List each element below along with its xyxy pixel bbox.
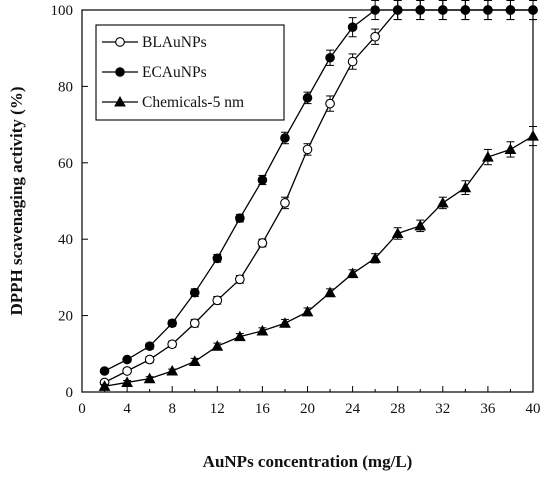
x-axis-title: AuNPs concentration (mg/L) bbox=[203, 452, 413, 471]
data-point bbox=[121, 376, 133, 388]
data-point bbox=[436, 196, 449, 208]
data-point bbox=[189, 318, 200, 329]
data-point bbox=[302, 93, 313, 103]
data-point bbox=[256, 324, 269, 336]
data-point bbox=[505, 5, 516, 15]
data-point bbox=[347, 56, 358, 67]
legend-item: BLAuNPs bbox=[102, 34, 207, 51]
data-point bbox=[188, 355, 201, 367]
data-point bbox=[257, 175, 268, 185]
legend-label: Chemicals-5 nm bbox=[142, 94, 244, 111]
series-ecaunps bbox=[99, 0, 538, 376]
legend-marker bbox=[115, 67, 125, 77]
series-layer bbox=[98, 0, 539, 391]
y-axis-ticks: 0 20 40 60 80 100 bbox=[51, 3, 88, 401]
data-point bbox=[166, 364, 179, 376]
data-point bbox=[167, 339, 178, 350]
data-point bbox=[235, 274, 245, 285]
data-point bbox=[414, 219, 427, 231]
x-tick-label: 8 bbox=[168, 401, 176, 417]
data-point bbox=[257, 238, 268, 248]
series-chemicals-5-nm bbox=[98, 126, 539, 391]
data-point bbox=[301, 305, 314, 317]
x-tick-label: 40 bbox=[526, 401, 541, 417]
data-point bbox=[212, 295, 223, 306]
x-tick-label: 32 bbox=[435, 401, 450, 417]
y-tick-label: 80 bbox=[58, 79, 73, 95]
data-point bbox=[325, 98, 335, 109]
data-point bbox=[369, 252, 382, 263]
data-point bbox=[392, 5, 403, 15]
data-point bbox=[279, 317, 291, 328]
data-point bbox=[438, 5, 448, 15]
data-point bbox=[280, 133, 290, 143]
data-point bbox=[391, 227, 404, 239]
data-point bbox=[144, 354, 155, 365]
data-point bbox=[189, 287, 200, 298]
legend-item: Chemicals-5 nm bbox=[102, 94, 244, 111]
x-tick-label: 0 bbox=[78, 401, 86, 417]
y-tick-label: 20 bbox=[58, 309, 73, 325]
legend-marker bbox=[114, 95, 126, 107]
legend-label: ECAuNPs bbox=[142, 64, 207, 81]
data-point bbox=[325, 52, 335, 63]
legend: BLAuNPs ECAuNPs Chemicals-5 nm bbox=[95, 24, 285, 121]
data-point bbox=[324, 286, 336, 298]
data-point bbox=[235, 213, 245, 223]
data-point bbox=[347, 22, 358, 32]
data-point bbox=[370, 5, 380, 15]
data-point bbox=[483, 5, 493, 15]
series-line bbox=[104, 135, 534, 387]
legend-label: BLAuNPs bbox=[142, 34, 207, 51]
x-tick-label: 36 bbox=[480, 401, 496, 417]
y-tick-label: 60 bbox=[58, 156, 73, 172]
data-point bbox=[99, 366, 110, 376]
data-point bbox=[459, 181, 472, 193]
data-point bbox=[144, 341, 155, 351]
x-tick-label: 16 bbox=[255, 401, 271, 417]
data-point bbox=[504, 143, 517, 154]
x-axis-ticks: 0 4 8 12 16 20 24 28 32 36 40 bbox=[78, 386, 541, 417]
x-tick-label: 4 bbox=[123, 401, 131, 417]
data-point bbox=[143, 372, 156, 384]
data-point bbox=[527, 130, 539, 141]
x-tick-label: 12 bbox=[210, 401, 225, 417]
data-point bbox=[528, 5, 538, 15]
data-point bbox=[233, 330, 246, 342]
x-tick-label: 28 bbox=[390, 401, 405, 417]
data-point bbox=[302, 144, 313, 155]
data-point bbox=[167, 318, 177, 329]
data-point bbox=[212, 253, 223, 264]
data-point bbox=[460, 5, 471, 15]
data-point bbox=[211, 340, 224, 351]
data-point bbox=[346, 267, 359, 279]
data-point bbox=[98, 380, 111, 391]
y-axis-title: DPPH scavenaging activity (%) bbox=[7, 87, 26, 316]
data-point bbox=[122, 354, 132, 365]
data-point bbox=[415, 5, 426, 15]
x-tick-label: 20 bbox=[300, 401, 315, 417]
data-point bbox=[122, 366, 132, 376]
x-tick-label: 24 bbox=[345, 401, 361, 417]
data-point bbox=[280, 198, 290, 208]
data-point bbox=[482, 151, 494, 162]
legend-item: ECAuNPs bbox=[102, 64, 207, 81]
data-point bbox=[370, 31, 381, 42]
y-tick-label: 100 bbox=[51, 3, 74, 19]
legend-marker bbox=[115, 37, 125, 47]
y-tick-label: 40 bbox=[58, 232, 73, 248]
y-tick-label: 0 bbox=[66, 385, 74, 401]
